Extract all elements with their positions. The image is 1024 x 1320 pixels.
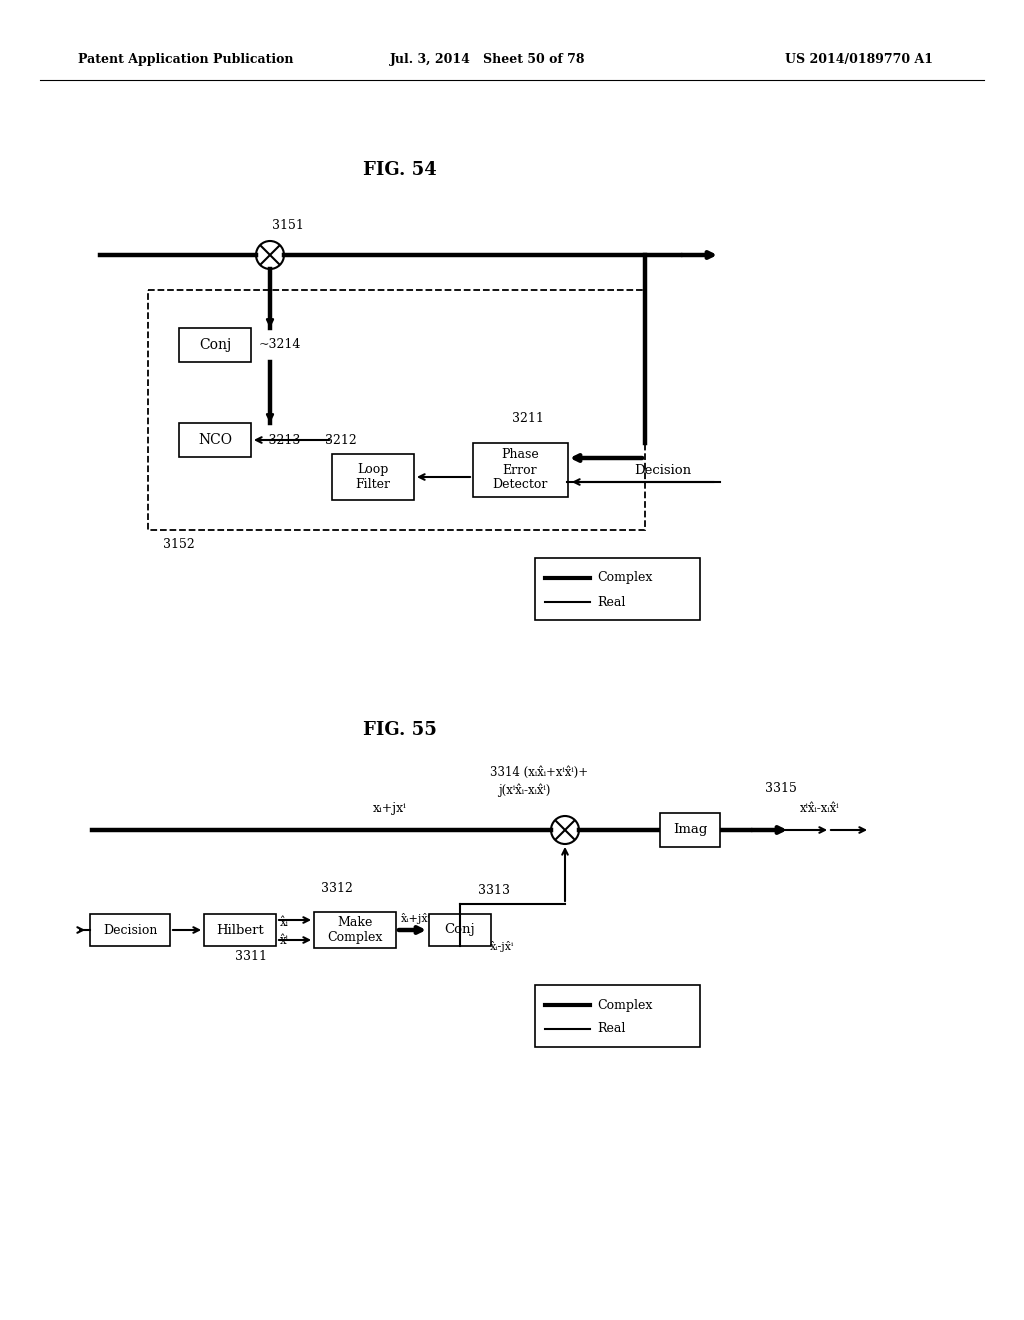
Text: x̂ᵢ-jx̂ⁱ: x̂ᵢ-jx̂ⁱ bbox=[490, 941, 514, 952]
Text: Loop
Filter: Loop Filter bbox=[355, 463, 390, 491]
Bar bbox=[535, 985, 700, 1047]
Text: Imag: Imag bbox=[673, 824, 708, 837]
Bar bbox=[204, 913, 276, 946]
Bar bbox=[90, 913, 170, 946]
Bar bbox=[429, 913, 490, 946]
Text: Patent Application Publication: Patent Application Publication bbox=[78, 54, 294, 66]
Text: j(xⁱx̂ᵢ-xᵢx̂ⁱ): j(xⁱx̂ᵢ-xᵢx̂ⁱ) bbox=[498, 784, 550, 797]
Bar bbox=[535, 558, 700, 620]
Text: Phase
Error
Detector: Phase Error Detector bbox=[493, 449, 548, 491]
Text: 3312: 3312 bbox=[322, 882, 353, 895]
Text: Hilbert: Hilbert bbox=[216, 924, 264, 936]
Bar bbox=[148, 290, 645, 531]
Text: x̂ᵢ: x̂ᵢ bbox=[280, 916, 289, 928]
Bar bbox=[660, 813, 720, 847]
Bar bbox=[332, 454, 414, 500]
Text: xⁱx̂ᵢ-xᵢx̂ⁱ: xⁱx̂ᵢ-xᵢx̂ⁱ bbox=[800, 803, 840, 814]
Text: US 2014/0189770 A1: US 2014/0189770 A1 bbox=[785, 54, 933, 66]
Text: 3311: 3311 bbox=[234, 950, 267, 964]
Text: x̂ᵢ+jx̂ⁱ: x̂ᵢ+jx̂ⁱ bbox=[401, 913, 431, 924]
Text: ~3214: ~3214 bbox=[259, 338, 301, 351]
Text: NCO: NCO bbox=[198, 433, 232, 447]
Text: 3314 (xᵢx̂ᵢ+xⁱx̂ⁱ)+: 3314 (xᵢx̂ᵢ+xⁱx̂ⁱ)+ bbox=[490, 766, 588, 779]
Bar bbox=[472, 444, 567, 498]
Text: Conj: Conj bbox=[444, 924, 475, 936]
Text: xᵢ+jxⁱ: xᵢ+jxⁱ bbox=[373, 803, 407, 814]
Text: Real: Real bbox=[597, 595, 626, 609]
Text: 3315: 3315 bbox=[765, 781, 797, 795]
Bar bbox=[314, 912, 396, 948]
Text: Complex: Complex bbox=[597, 998, 652, 1011]
Text: ~3213: ~3213 bbox=[259, 433, 301, 446]
Text: Decision: Decision bbox=[634, 463, 691, 477]
Text: Real: Real bbox=[597, 1023, 626, 1035]
Text: FIG. 54: FIG. 54 bbox=[364, 161, 437, 180]
Text: x̂ⁱ: x̂ⁱ bbox=[280, 933, 289, 946]
Bar bbox=[179, 327, 251, 362]
Text: 3212: 3212 bbox=[325, 433, 356, 446]
Text: 3152: 3152 bbox=[163, 539, 195, 550]
Bar bbox=[179, 422, 251, 457]
Text: 3151: 3151 bbox=[272, 219, 304, 232]
Text: Complex: Complex bbox=[597, 572, 652, 585]
Text: Make
Complex: Make Complex bbox=[328, 916, 383, 944]
Text: FIG. 55: FIG. 55 bbox=[364, 721, 437, 739]
Text: 3211: 3211 bbox=[512, 412, 544, 425]
Text: Jul. 3, 2014   Sheet 50 of 78: Jul. 3, 2014 Sheet 50 of 78 bbox=[390, 54, 586, 66]
Text: 3313: 3313 bbox=[478, 884, 510, 898]
Text: Conj: Conj bbox=[199, 338, 231, 352]
Text: Decision: Decision bbox=[102, 924, 158, 936]
